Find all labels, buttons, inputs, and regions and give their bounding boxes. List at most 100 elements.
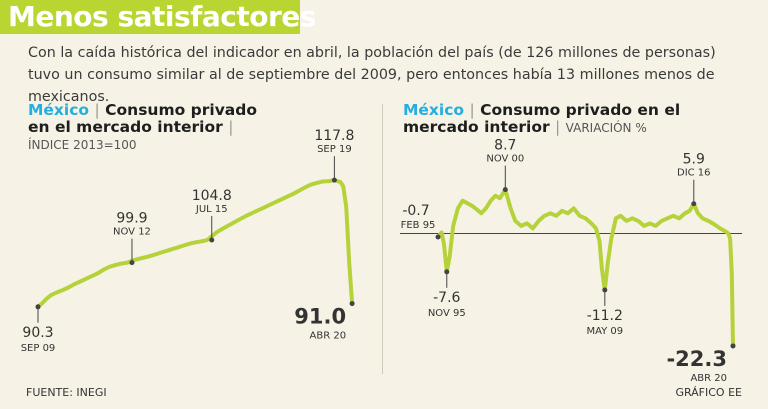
chart-2-point [660, 219, 663, 223]
chart-1-country: México [28, 101, 90, 119]
chart-2-annotation-4-date: MAY 09 [586, 326, 623, 337]
chart-2-point [448, 254, 451, 258]
chart-2-point [452, 224, 455, 228]
chart-2-point [519, 224, 523, 228]
chart-1-annotation-4-date: SEP 19 [317, 144, 352, 155]
chart-1-annotation-3-marker [209, 237, 215, 243]
chart-2-annotation-6-marker [730, 343, 736, 349]
chart-1-point [262, 206, 265, 209]
chart-2-point [456, 207, 460, 210]
chart-2-annotation-3-marker [502, 187, 508, 193]
chart-1-point [220, 227, 224, 231]
chart-2-annotation-1-marker [435, 234, 441, 240]
chart-1-point [342, 184, 345, 188]
chart-1-annotation-3-value: 104.8 [192, 188, 232, 204]
chart-2-point [713, 223, 716, 226]
chart-2-point [480, 212, 483, 215]
chart-1-series-line [36, 178, 355, 309]
chart-1-point [232, 221, 236, 224]
chart-1-annotation-2-marker [129, 260, 135, 266]
chart-2-title: México | Consumo privado en el mercado i… [403, 102, 748, 137]
chart-2-point [461, 199, 464, 202]
chart-1-point [158, 251, 162, 255]
chart-2-annotation-2-date: NOV 95 [428, 308, 466, 319]
chart-1-annotation-5-value: 91.0 [294, 305, 346, 329]
page-title: Menos satisfactores [8, 0, 316, 33]
chart-1-point [339, 180, 342, 184]
chart-2-point [555, 214, 558, 218]
chart-1-annotation-1-value: 90.3 [22, 325, 53, 341]
chart-2-point [610, 237, 613, 240]
chart-1-point [347, 260, 351, 264]
chart-1-title-text: Consumo privado en el mercado interior [28, 101, 258, 136]
chart-2-point [728, 237, 732, 240]
chart-2-point [572, 207, 575, 210]
chart-1-point [188, 242, 191, 245]
chart-2-point [494, 194, 497, 197]
chart-2-point [718, 227, 722, 230]
chart-1-point [49, 294, 52, 297]
chart-1-point [73, 283, 76, 286]
chart-1-point [238, 218, 242, 221]
chart-2-point [723, 229, 727, 233]
chart-1-point [268, 203, 271, 207]
chart-1-point [40, 302, 44, 305]
chart-2-point [598, 239, 601, 243]
chart-2-annotation-5-marker [691, 201, 697, 207]
chart-1-annotation-4-marker [331, 177, 337, 183]
chart-1-point [79, 280, 82, 283]
chart-2-point [642, 224, 646, 228]
chart-2-point [498, 196, 502, 200]
chart-1-point [120, 262, 123, 265]
chart-2-point [525, 222, 529, 225]
chart-1-point [96, 271, 100, 275]
chart-2-country: México [403, 101, 465, 119]
chart-2-point [514, 219, 517, 223]
chart-2-point [631, 217, 634, 220]
chart-2-annotation-1-date: FEB 95 [401, 220, 436, 231]
chart-2-point [442, 242, 446, 245]
chart-1-point [206, 238, 209, 242]
chart-1-point [170, 248, 174, 251]
chart-1-point [141, 256, 144, 260]
chart-2-title-text: Consumo privado en el mercado interior [403, 101, 681, 136]
chart-1-point [194, 241, 197, 244]
chart-1-point [102, 268, 106, 271]
chart-1-point [274, 201, 277, 204]
chart-1-annotation-2-date: NOV 12 [113, 227, 151, 238]
chart-2-point [696, 212, 700, 215]
chart-1-point [147, 255, 150, 258]
chart-1-point [200, 240, 203, 243]
chart-1-point [114, 263, 117, 267]
chart-1-point [61, 289, 64, 292]
chart-1-annotation-1-date: SEP 09 [21, 343, 56, 354]
chart-2-unit: VARIACIÓN % [565, 121, 647, 135]
page-subtitle: Con la caída histórica del indicador en … [28, 45, 716, 105]
footer-credit: GRÁFICO EE [675, 386, 742, 399]
chart-2-point [578, 214, 581, 218]
chart-1-point [126, 261, 129, 264]
chart-2-point [707, 219, 710, 223]
chart-2-point [594, 227, 598, 230]
chart-1-annotation-4-value: 117.8 [314, 128, 354, 144]
chart-2-point [619, 214, 622, 218]
chart-1-point [244, 214, 247, 218]
chart-2-point [636, 219, 640, 223]
chart-2-point [677, 217, 681, 220]
chart-2-point [688, 209, 691, 212]
chart-1-point [152, 253, 156, 256]
chart-2-point [489, 199, 492, 202]
chart-2-annotation-2-marker [444, 269, 450, 275]
chart-2-point [683, 212, 687, 215]
chart-1-point [285, 195, 289, 198]
chart-divider [382, 104, 383, 374]
chart-1-annotation-3-date: JUL 15 [195, 204, 228, 215]
chart-1-point [315, 181, 318, 185]
chart-2-annotation-5-date: DIC 16 [677, 168, 711, 179]
chart-2-annotation-5-value: 5.9 [683, 152, 705, 168]
chart-1-annotation-2-value: 99.9 [116, 211, 147, 227]
chart-1-annotation-5-marker [349, 301, 355, 307]
chart-2-point [584, 217, 587, 220]
chart-2-point [560, 209, 564, 212]
